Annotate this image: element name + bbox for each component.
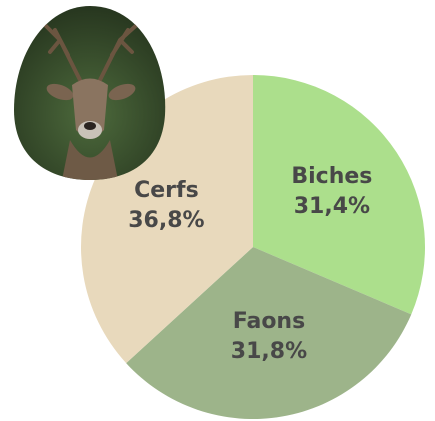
slice-label: Cerfs: [134, 178, 199, 203]
pie-slice: [253, 75, 426, 315]
deer-photo: [14, 6, 166, 180]
slice-value: 31,4%: [294, 194, 370, 219]
slice-label: Faons: [233, 309, 305, 334]
slice-label: Biches: [291, 164, 372, 189]
pie: [80, 75, 426, 420]
slice-value: 36,8%: [128, 208, 204, 233]
slice-value: 31,8%: [231, 339, 307, 364]
pie-slice: [126, 247, 412, 420]
